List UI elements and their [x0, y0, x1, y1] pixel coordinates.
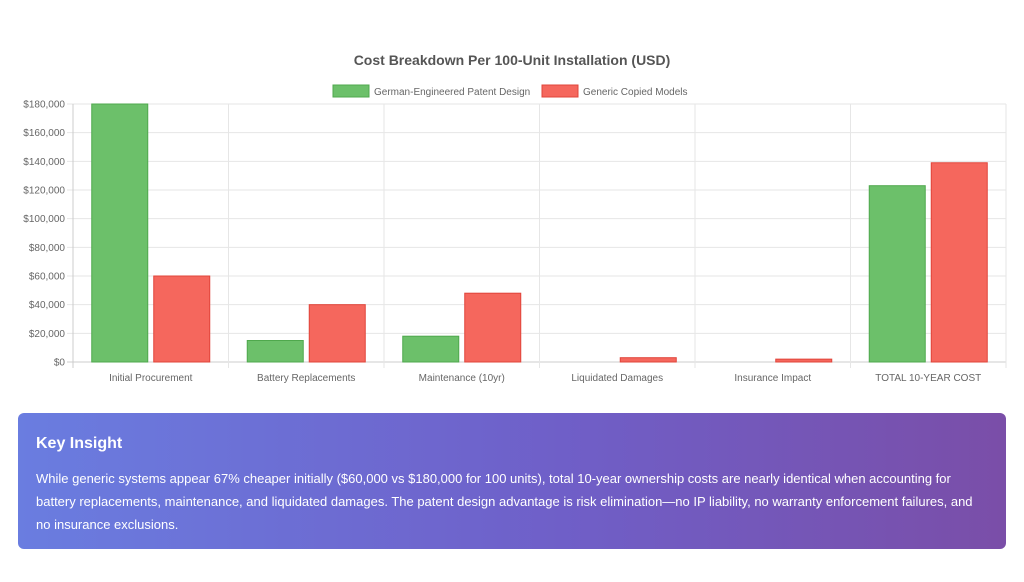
- key-insight-panel: Key Insight While generic systems appear…: [18, 413, 1006, 549]
- bar-1-1: [308, 304, 366, 363]
- insight-title: Key Insight: [36, 435, 123, 452]
- bar-1-2: [464, 292, 522, 363]
- legend-swatch-1: [541, 84, 579, 98]
- y-tick-label: $140,000: [23, 157, 65, 168]
- chart-svg: Cost Breakdown Per 100-Unit Installation…: [23, 52, 1007, 384]
- y-tick-label: $40,000: [29, 300, 66, 311]
- x-tick-label: Liquidated Damages: [571, 373, 663, 384]
- bar-0-1: [246, 340, 304, 363]
- x-tick-label: Maintenance (10yr): [419, 373, 505, 384]
- legend-swatch-0: [332, 84, 370, 98]
- x-tick-label: Insurance Impact: [734, 373, 811, 384]
- bar-1-0: [153, 275, 211, 363]
- x-tick-label: Initial Procurement: [109, 373, 193, 384]
- y-tick-label: $20,000: [29, 329, 66, 340]
- bar-1-4: [775, 358, 833, 363]
- chart-title: Cost Breakdown Per 100-Unit Installation…: [354, 52, 671, 68]
- y-tick-label: $120,000: [23, 186, 65, 197]
- y-tick-label: $180,000: [23, 100, 65, 111]
- bar-1-5: [930, 162, 988, 363]
- legend-label-0: German-Engineered Patent Design: [374, 87, 530, 98]
- y-tick-label: $160,000: [23, 128, 65, 139]
- y-tick-label: $60,000: [29, 272, 66, 283]
- bar-0-0: [91, 103, 149, 363]
- bar-0-5: [868, 185, 926, 363]
- x-tick-label: Battery Replacements: [257, 373, 355, 384]
- bar-1-3: [619, 357, 677, 363]
- y-tick-label: $100,000: [23, 214, 65, 225]
- y-tick-label: $80,000: [29, 243, 66, 254]
- legend-label-1: Generic Copied Models: [583, 87, 688, 98]
- y-tick-label: $0: [54, 358, 66, 369]
- bar-0-2: [402, 335, 460, 363]
- x-tick-label: TOTAL 10-YEAR COST: [875, 373, 981, 384]
- insight-body: While generic systems appear 67% cheaper…: [36, 471, 973, 532]
- cost-chart: Cost Breakdown Per 100-Unit Installation…: [23, 52, 1007, 384]
